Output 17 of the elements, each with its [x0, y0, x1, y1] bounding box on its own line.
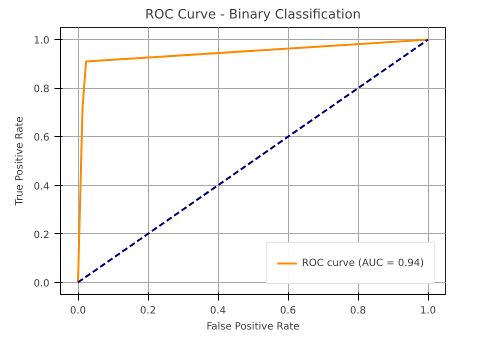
- x-axis-title: False Positive Rate: [206, 322, 300, 332]
- y-tick-label: 0.8: [34, 84, 50, 96]
- y-tick-label: 0.4: [34, 181, 50, 192]
- y-axis-title: True Positive Rate: [14, 116, 26, 207]
- x-tick-label: 0.8: [350, 306, 366, 316]
- y-tick-label: 0.6: [34, 132, 50, 144]
- x-tick-label: 0.0: [70, 306, 86, 316]
- y-tick-label: 0.2: [34, 230, 50, 241]
- x-tick-label: 0.2: [140, 306, 156, 316]
- line-series: [77, 38, 429, 284]
- chart-title: ROC Curve - Binary Classification: [145, 8, 361, 22]
- legend-label: ROC curve (AUC = 0.94): [302, 258, 424, 268]
- x-tick-label: 0.4: [210, 306, 226, 316]
- x-tick-label: 0.6: [280, 306, 296, 316]
- y-tick-label: 0.0: [34, 278, 50, 290]
- x-tick-label: 1.0: [420, 306, 436, 316]
- y-tick-label: 1.0: [34, 36, 50, 47]
